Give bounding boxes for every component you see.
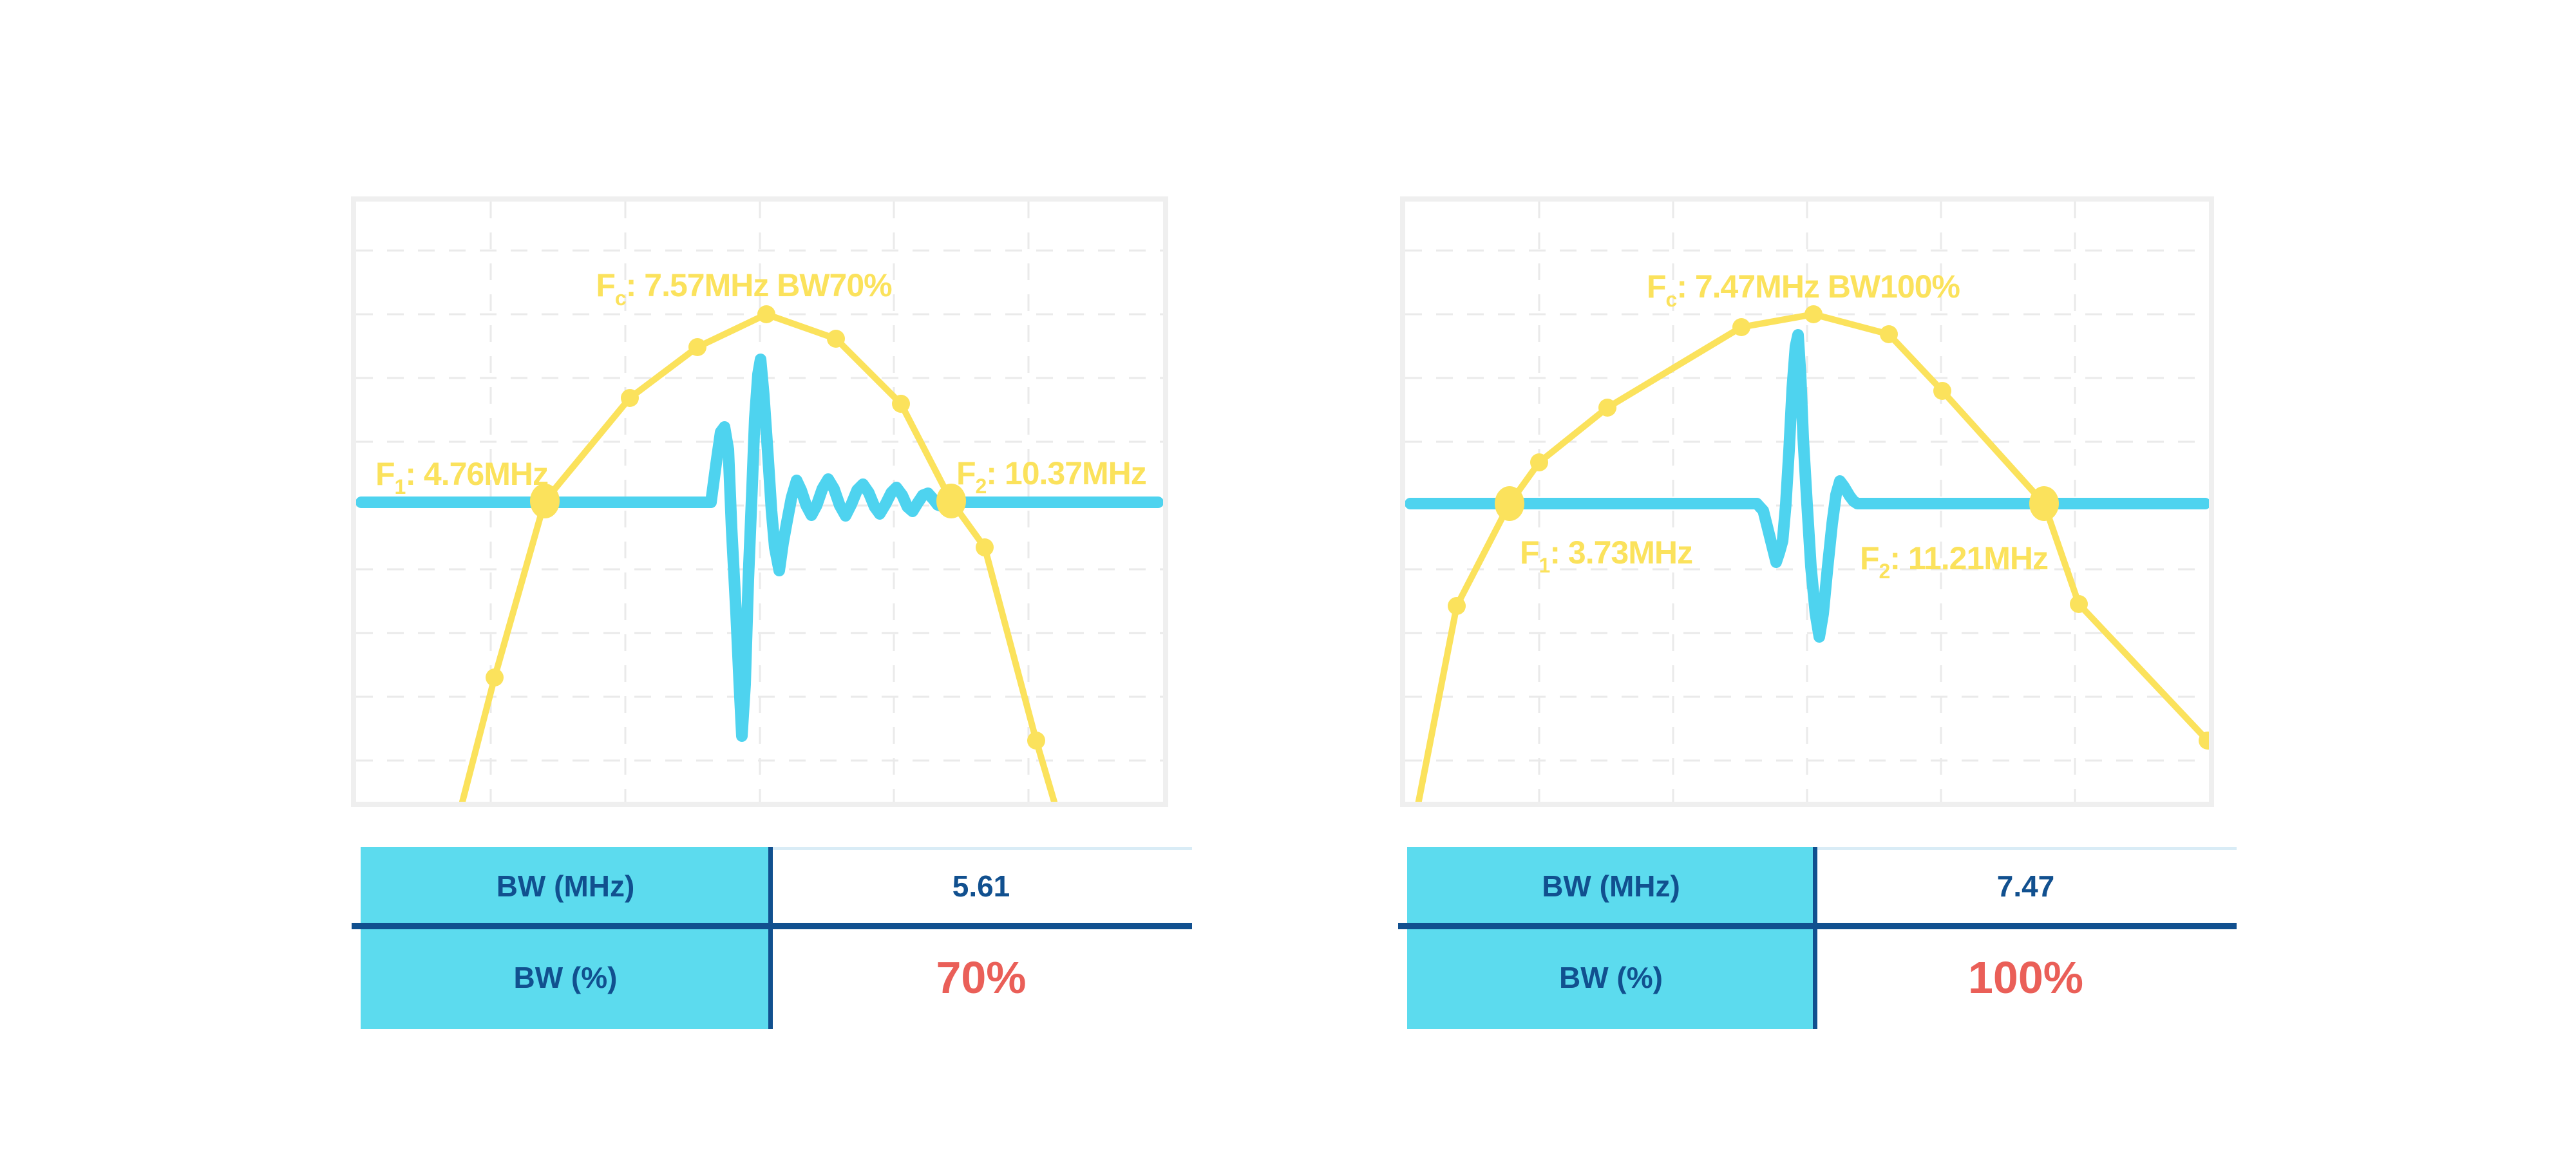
pulse-waveform <box>356 354 1163 742</box>
table-value-column: 7.47 100% <box>1815 847 2237 1029</box>
spectrum-point-dot <box>892 395 910 413</box>
table-vertical-divider <box>768 847 773 1029</box>
table-row-divider <box>352 923 1192 929</box>
bandwidth-table-right: BW (MHz) BW (%) 7.47 100% <box>1398 847 2237 1029</box>
table-label-column: BW (MHz) BW (%) <box>1407 847 1815 1029</box>
bw-mhz-value: 5.61 <box>952 869 1010 903</box>
spectrum-point-dot <box>827 330 845 348</box>
bandwidth-crossing-dot <box>2029 486 2059 521</box>
bw-pct-label: BW (%) <box>1559 960 1663 994</box>
table-label-column: BW (MHz) BW (%) <box>361 847 770 1029</box>
bw-pct-label: BW (%) <box>513 960 618 994</box>
bw-pct-value: 100% <box>1967 952 2084 1003</box>
bandwidth-table-left: BW (MHz) BW (%) 5.61 70% <box>352 847 1192 1029</box>
spectrum-markers <box>486 305 1045 750</box>
spectrum-markers <box>1448 305 2209 750</box>
spectrum-point-dot <box>1448 597 1466 615</box>
bw-mhz-label: BW (MHz) <box>496 869 635 903</box>
spectrum-point-dot <box>1804 305 1823 323</box>
spectrum-point-dot <box>1530 453 1548 471</box>
table-value-column: 5.61 70% <box>770 847 1192 1029</box>
spectrum-plot-right: Fc: 7.47MHz BW100% F1: 3.73MHz F2: 11.21MH… <box>1405 202 2209 802</box>
spectrum-point-dot <box>1027 732 1045 750</box>
pulse-waveform <box>1405 329 2209 643</box>
bandwidth-crossing-dot <box>530 484 560 518</box>
bandwidth-crossing-dot <box>936 484 966 518</box>
spectrum-chart-left: Fc: 7.57MHz BW70% F1: 4.76MHz F2: 10.37MHz <box>351 196 1168 807</box>
spectrum-point-dot <box>1598 399 1616 417</box>
value-column-top-border <box>770 847 1192 850</box>
table-row-divider <box>1398 923 2237 929</box>
spectrum-plot-left: Fc: 7.57MHz BW70% F1: 4.76MHz F2: 10.37MHz <box>356 202 1163 802</box>
bandwidth-crossing-dot <box>1495 486 1524 521</box>
spectrum-point-dot <box>1732 318 1750 336</box>
annotation-label: F1: 4.76MHz <box>375 456 548 498</box>
spectrum-chart-right: Fc: 7.47MHz BW100% F1: 3.73MHz F2: 11.21MH… <box>1400 196 2214 807</box>
annotation-label: Fc: 7.47MHz BW100% <box>1647 269 1960 311</box>
spectrum-point-dot <box>757 305 775 323</box>
annotation-label: F2: 11.21MHz <box>1860 540 2048 583</box>
spectrum-point-dot <box>1933 382 1951 400</box>
annotation-label: F1: 3.73MHz <box>1520 534 1692 577</box>
spectrum-point-dot <box>486 668 504 686</box>
spectrum-point-dot <box>2199 732 2209 750</box>
table-vertical-divider <box>1813 847 1817 1029</box>
spectrum-curve <box>1415 311 2209 802</box>
spectrum-point-dot <box>1880 325 1898 343</box>
spectrum-point-dot <box>976 538 994 556</box>
annotation-label: F2: 10.37MHz <box>956 455 1146 498</box>
spectrum-point-dot <box>2070 595 2088 613</box>
value-column-top-border <box>1815 847 2237 850</box>
bw-mhz-value: 7.47 <box>1996 869 2055 903</box>
spectrum-point-dot <box>621 389 639 407</box>
spectrum-curve <box>459 311 1057 802</box>
spectrum-point-dot <box>688 338 706 356</box>
annotation-label: Fc: 7.57MHz BW70% <box>596 267 892 310</box>
bw-mhz-label: BW (MHz) <box>1542 869 1680 903</box>
bw-pct-value: 70% <box>936 952 1027 1003</box>
